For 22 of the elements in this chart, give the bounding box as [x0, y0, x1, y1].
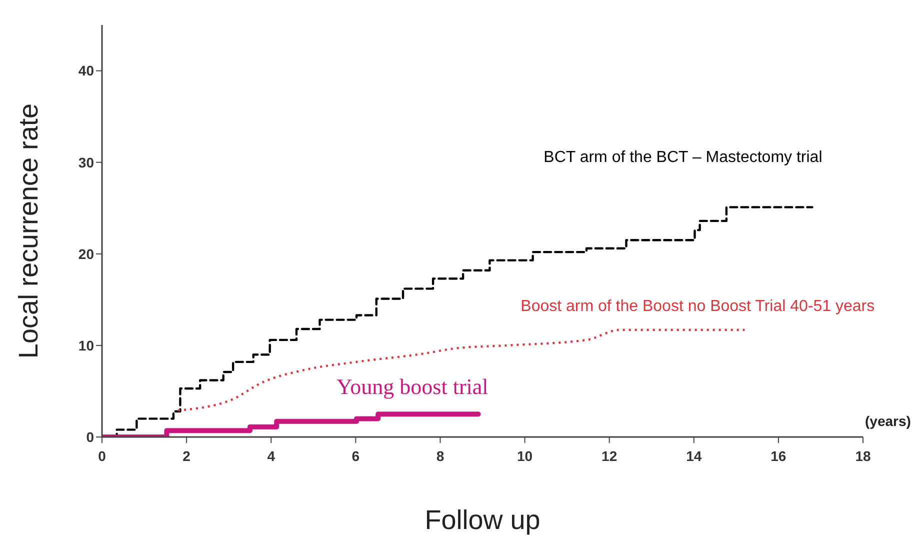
y-axis-title: Local recurrence rate — [14, 103, 44, 359]
x-tick-label: 8 — [436, 448, 444, 464]
text: BCT arm of the BCT – Mastectomy trial — [544, 149, 822, 166]
series-label: Young boost trial — [336, 374, 488, 400]
y-tick-label: 0 — [86, 428, 94, 445]
y-tick-label: 30 — [78, 154, 94, 170]
x-tick-label: 14 — [686, 448, 702, 464]
line-series — [177, 328, 746, 412]
x-tick-label: 4 — [267, 448, 276, 464]
x-tick-label: 12 — [602, 448, 618, 464]
x-tick-label: 2 — [182, 448, 191, 464]
y-tick-label: 10 — [78, 337, 94, 354]
x-tick-label: 16 — [770, 448, 786, 464]
x-axis-title: Follow up — [424, 505, 540, 535]
x-tick-label: 6 — [352, 448, 360, 464]
series-label: Boost arm of the Boost no Boost Trial 40-51 years — [520, 298, 875, 315]
x-tick-label: 0 — [98, 448, 106, 464]
y-tick-label: 20 — [78, 246, 94, 262]
text: (years) — [865, 413, 911, 429]
x-tick-label: 18 — [855, 448, 871, 464]
x-tick-label: 10 — [516, 448, 533, 464]
y-tick-label: 40 — [78, 62, 94, 79]
